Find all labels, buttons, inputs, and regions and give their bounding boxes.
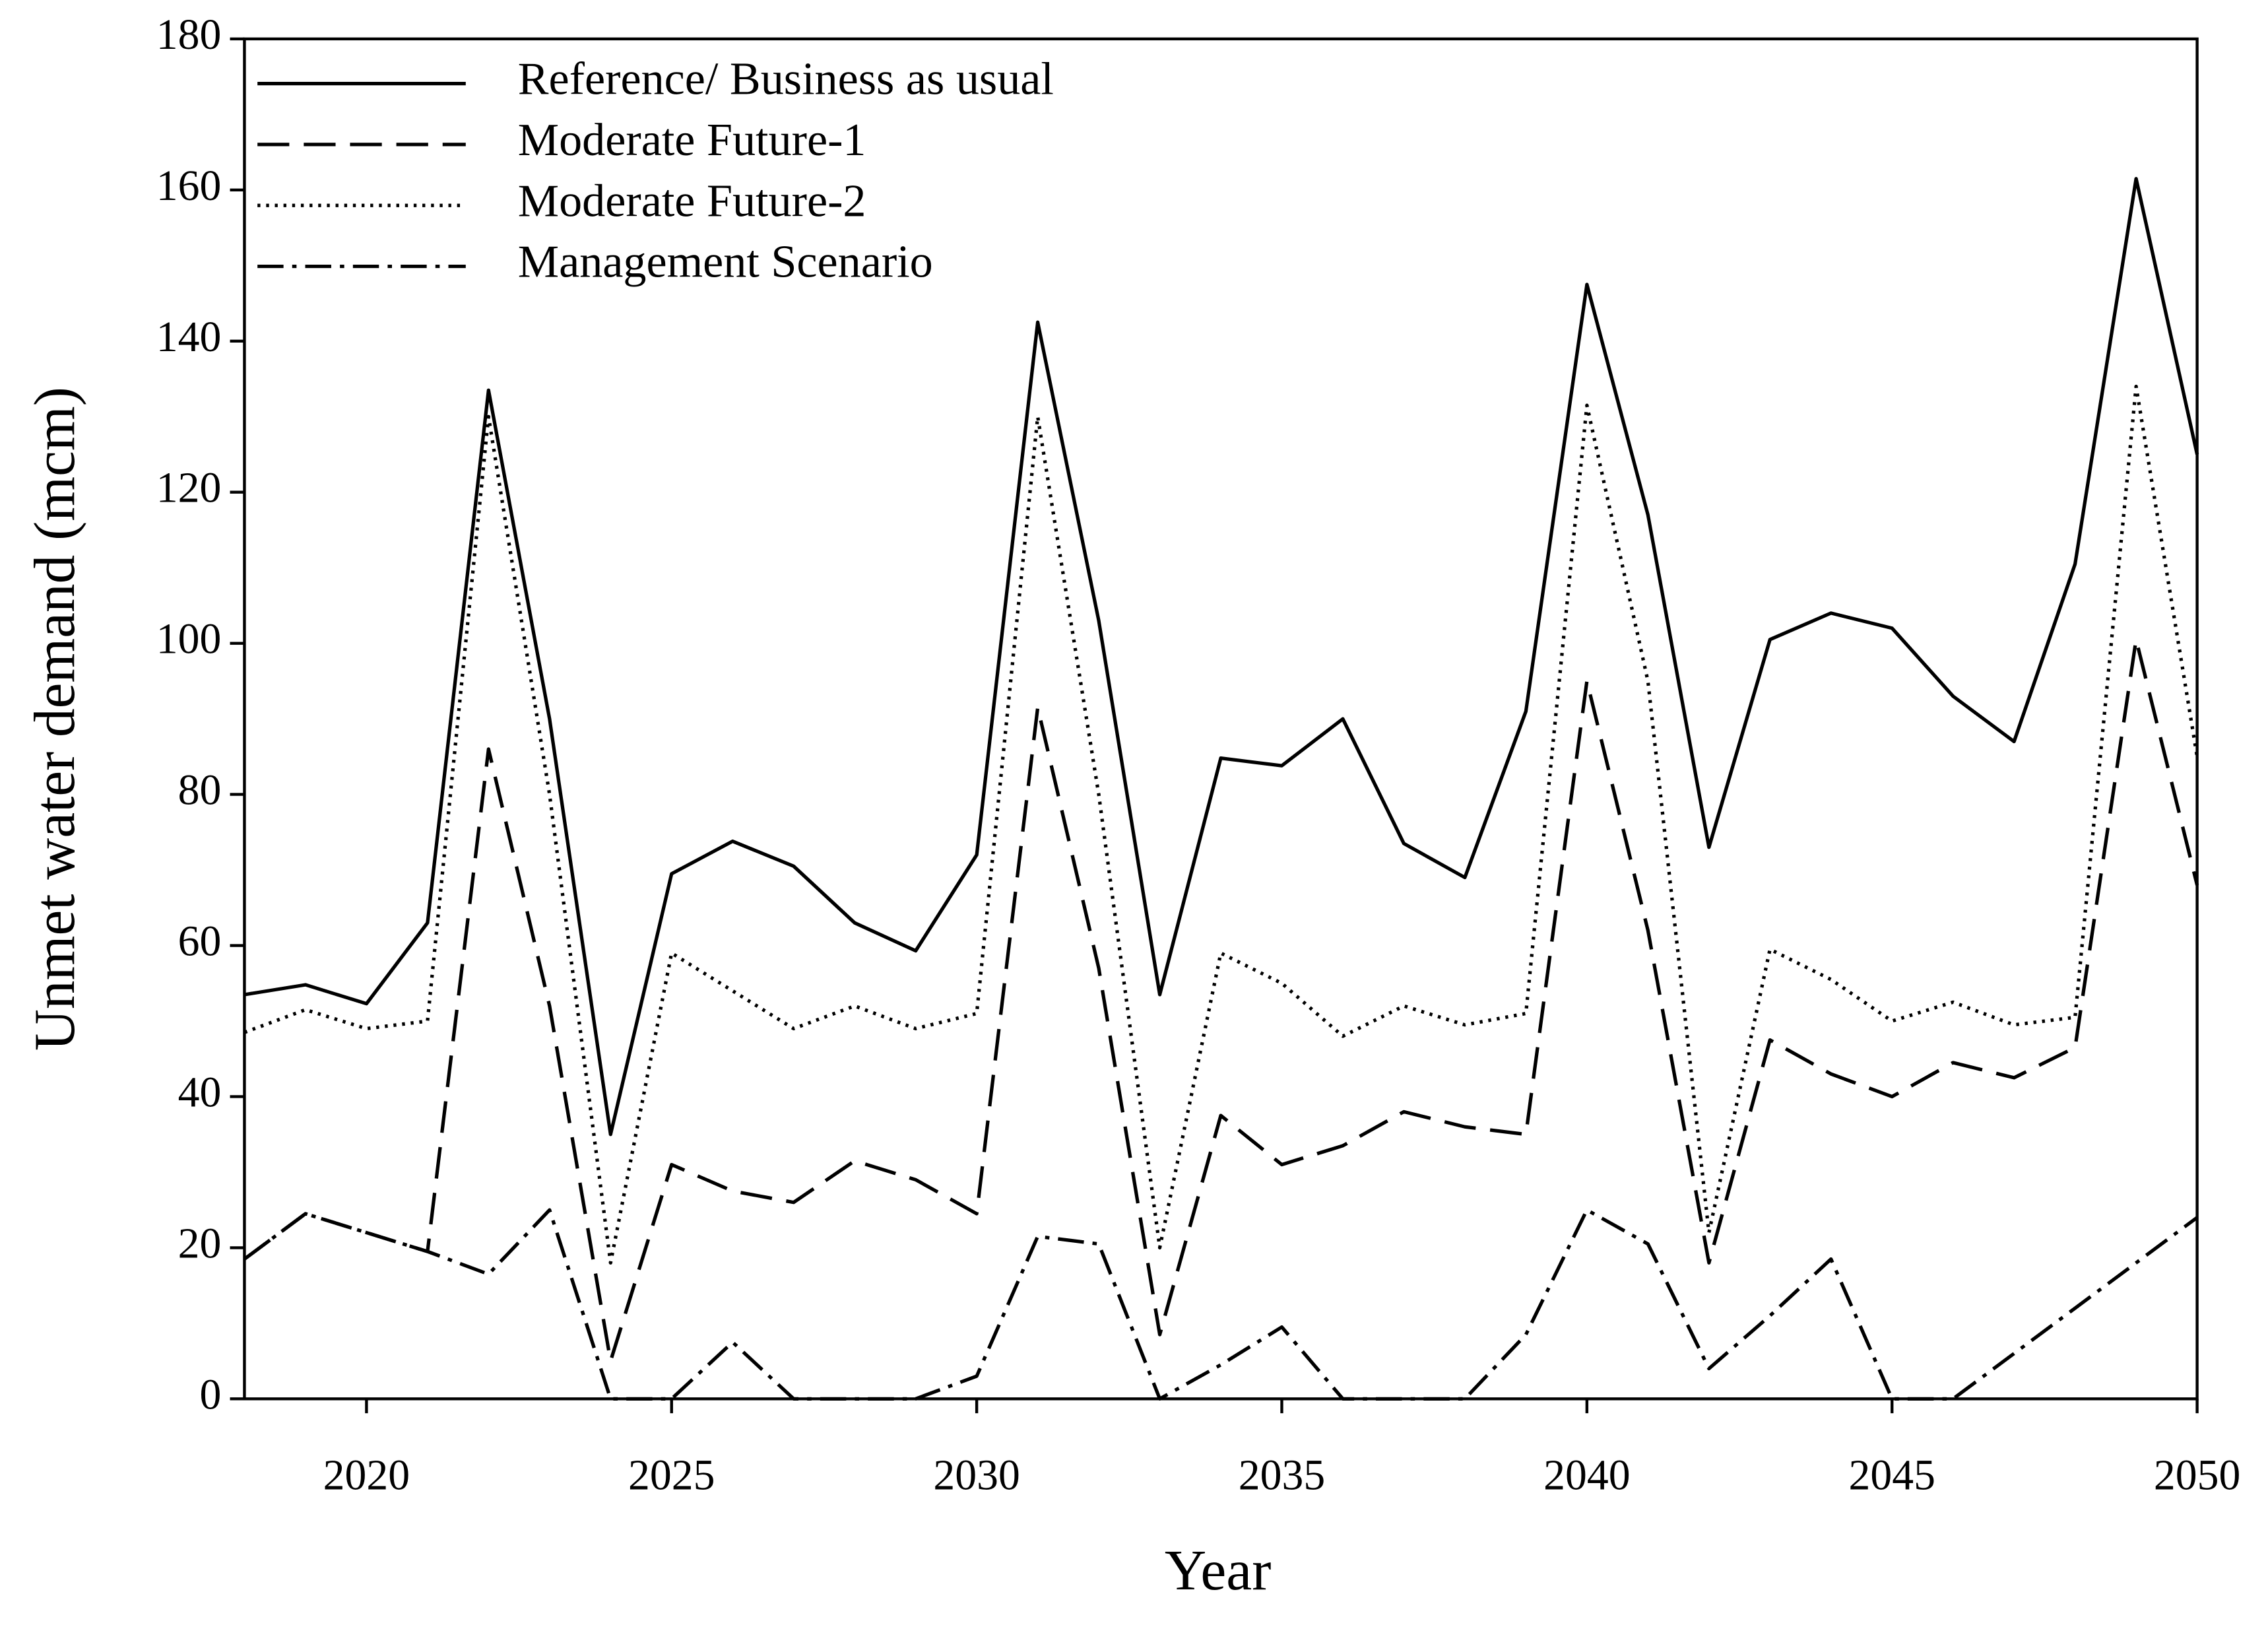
y-tick-label: 160: [156, 162, 222, 210]
legend-label: Moderate Future-2: [518, 176, 866, 226]
y-tick-label: 80: [178, 767, 222, 814]
x-tick-label: 2030: [933, 1452, 1020, 1500]
x-tick-label: 2025: [628, 1452, 715, 1500]
legend-label: Management Scenario: [518, 237, 933, 288]
y-tick-label: 100: [156, 616, 222, 663]
series-line: [243, 384, 2199, 1265]
x-tick-label: 2045: [1848, 1452, 1935, 1500]
y-tick-label: 140: [156, 314, 222, 361]
legend-label: Reference/ Business as usual: [518, 54, 1054, 105]
y-axis-title: Unmet water demand (mcm): [22, 387, 86, 1051]
y-tick-label: 0: [199, 1371, 221, 1418]
series-line: [243, 638, 2199, 1363]
x-tick-label: 2020: [323, 1452, 410, 1500]
series-line: [243, 1208, 2199, 1401]
y-tick-label: 120: [156, 465, 222, 512]
plot-frame: [243, 37, 2199, 1401]
y-tick-label: 40: [178, 1069, 222, 1117]
x-tick-label: 2040: [1543, 1452, 1630, 1500]
y-tick-label: 60: [178, 918, 222, 966]
y-tick-label: 20: [178, 1220, 222, 1268]
x-axis-title: Year: [1165, 1538, 1272, 1602]
series-line: [244, 177, 2199, 1137]
y-tick-label: 180: [156, 11, 222, 59]
x-tick-label: 2050: [2154, 1452, 2240, 1500]
x-tick-label: 2035: [1239, 1452, 1325, 1500]
legend-label: Moderate Future-1: [518, 115, 866, 166]
